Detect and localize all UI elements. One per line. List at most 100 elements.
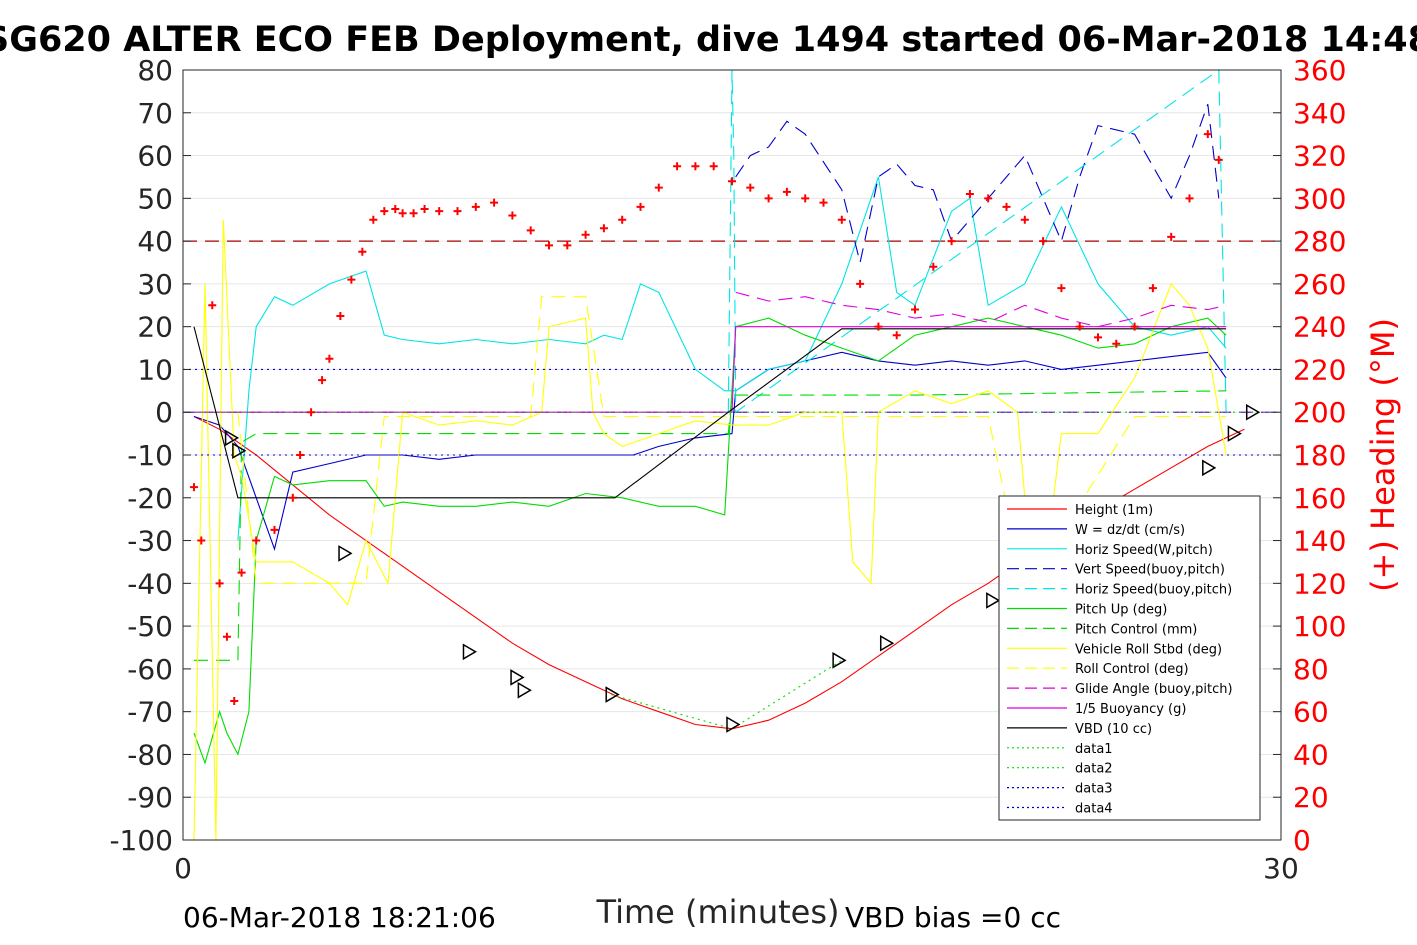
heading-point-48 — [892, 331, 901, 340]
left-tick-label-14: -60 — [127, 653, 173, 686]
heading-point-11 — [307, 408, 316, 417]
series-line-6 — [194, 390, 1227, 661]
right-tick-label-18: 0 — [1293, 824, 1311, 857]
legend: Height (1m) W = dz/dt (cm/s) Horiz Speed(W… — [998, 495, 1261, 821]
left-tick-label-9: -10 — [127, 439, 173, 472]
heading-point-60 — [1112, 339, 1121, 348]
heading-point-38 — [709, 162, 718, 171]
heading-point-37 — [691, 162, 700, 171]
heading-point-50 — [929, 262, 938, 271]
triangle-marker-2 — [338, 545, 353, 562]
left-tick-label-15: -70 — [127, 696, 173, 729]
legend-label-13: data2 — [1075, 762, 1113, 777]
left-tick-label-4: 40 — [137, 225, 173, 258]
heading-point-1 — [197, 536, 206, 545]
heading-point-5 — [230, 696, 239, 705]
legend-label-11: VBD (10 cc) — [1075, 722, 1152, 737]
right-tick-label-16: 40 — [1293, 738, 1329, 771]
series-line-2 — [237, 176, 1227, 541]
triangle-marker-1 — [232, 442, 247, 460]
right-tick-label-10: 160 — [1293, 482, 1346, 515]
left-tick-label-3: 50 — [137, 182, 173, 215]
legend-label-5: Pitch Up (deg) — [1075, 603, 1167, 618]
left-axis-ticks: 80 70 60 50 40 30 20 10 0 -10 -20 -30 -40 -50 -60 -70 -8… — [109, 54, 191, 857]
heading-point-21 — [409, 209, 418, 218]
heading-point-31 — [581, 230, 590, 239]
right-tick-label-5: 260 — [1293, 268, 1346, 301]
right-tick-label-8: 200 — [1293, 396, 1346, 429]
heading-point-53 — [984, 194, 993, 203]
chart-title: SG620 ALTER ECO FEB Deployment, dive 149… — [0, 20, 1417, 60]
triangle-marker-8 — [832, 652, 847, 669]
heading-point-59 — [1094, 333, 1102, 342]
legend-label-14: data3 — [1075, 782, 1113, 797]
right-tick-label-2: 320 — [1293, 140, 1346, 173]
heading-point-3 — [215, 579, 224, 588]
heading-point-56 — [1039, 237, 1048, 246]
heading-point-33 — [618, 215, 627, 224]
right-tick-label-6: 240 — [1293, 311, 1346, 344]
left-tick-label-12: -40 — [127, 567, 173, 600]
heading-point-61 — [1130, 322, 1139, 331]
legend-label-15: data4 — [1075, 802, 1113, 817]
legend-label-2: Horiz Speed(W,pitch) — [1075, 543, 1213, 558]
right-tick-label-0: 360 — [1293, 54, 1346, 87]
heading-points — [189, 130, 1223, 705]
left-tick-label-8: 0 — [155, 396, 173, 429]
heading-point-12 — [318, 376, 327, 385]
right-tick-label-1: 340 — [1293, 97, 1346, 130]
heading-point-35 — [654, 183, 663, 192]
left-tick-label-6: 20 — [137, 311, 173, 344]
heading-point-39 — [728, 177, 736, 186]
heading-point-4 — [222, 632, 231, 641]
triangle-marker-6 — [605, 686, 620, 703]
triangle-marker-9 — [879, 634, 895, 652]
heading-point-7 — [252, 536, 261, 545]
right-tick-label-14: 80 — [1293, 653, 1329, 686]
heading-point-54 — [1002, 202, 1011, 211]
series-line-8 — [194, 296, 1227, 594]
x-tick-label-1: 30 — [1263, 852, 1299, 885]
heading-point-49 — [911, 305, 919, 314]
heading-point-41 — [764, 194, 773, 203]
series-line-12 — [611, 659, 843, 730]
heading-point-6 — [237, 568, 246, 577]
triangle-markers — [224, 403, 1261, 733]
heading-point-14 — [336, 311, 345, 320]
left-tick-label-18: -100 — [109, 824, 173, 857]
right-tick-label-13: 100 — [1293, 610, 1346, 643]
left-tick-label-11: -30 — [127, 525, 173, 558]
heading-point-36 — [673, 162, 682, 171]
legend-label-8: Roll Control (deg) — [1075, 662, 1189, 677]
left-tick-label-10: -20 — [127, 482, 173, 515]
footer-start-time: 06-Mar-2018 18:21:06 — [183, 901, 496, 934]
heading-point-19 — [391, 205, 400, 214]
right-tick-label-12: 120 — [1293, 567, 1346, 600]
heading-point-64 — [1185, 194, 1194, 203]
legend-label-3: Vert Speed(buoy,pitch) — [1075, 563, 1225, 578]
heading-point-51 — [947, 237, 956, 246]
heading-point-40 — [746, 183, 755, 192]
right-axis-label: (+) Heading (°M) — [1364, 318, 1402, 592]
series-line-1 — [193, 351, 1227, 552]
heading-point-32 — [599, 224, 608, 233]
heading-point-10 — [296, 451, 305, 459]
heading-point-65 — [1203, 130, 1212, 139]
heading-point-25 — [471, 202, 480, 211]
legend-label-10: 1/5 Buoyancy (g) — [1075, 702, 1186, 717]
heading-point-27 — [508, 211, 517, 220]
triangle-marker-7 — [726, 716, 741, 733]
footer-vbd-bias: VBD bias =0 cc — [845, 901, 1061, 934]
heading-point-45 — [837, 215, 846, 224]
series-line-10 — [194, 326, 1227, 413]
triangle-marker-10 — [986, 592, 1001, 609]
right-tick-label-7: 220 — [1293, 353, 1346, 386]
left-tick-label-0: 80 — [137, 54, 173, 87]
heading-point-58 — [1075, 322, 1084, 331]
heading-point-24 — [453, 207, 462, 216]
right-tick-label-11: 140 — [1293, 525, 1346, 558]
heading-point-17 — [369, 215, 378, 224]
triangle-marker-15 — [1227, 425, 1242, 442]
legend-label-12: data1 — [1075, 742, 1113, 757]
